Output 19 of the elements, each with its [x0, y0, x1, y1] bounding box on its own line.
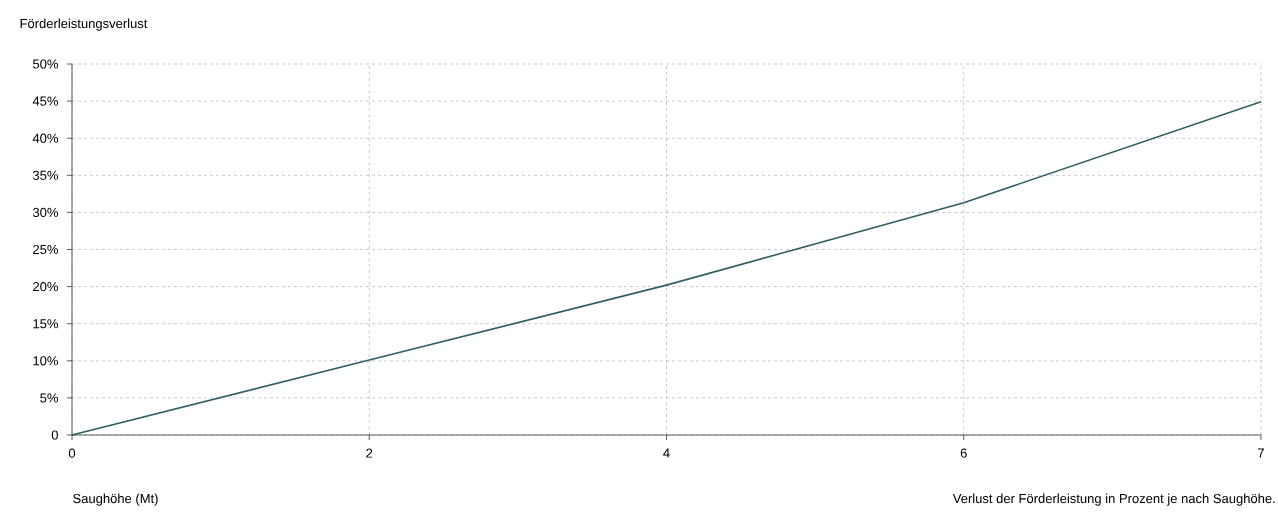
y-tick-label: 50% [32, 59, 59, 69]
x-tick-label: 6 [960, 448, 967, 458]
x-tick-label: 4 [663, 448, 670, 458]
x-tick-label: 0 [68, 448, 76, 458]
x-tick-label: 7 [1258, 448, 1264, 458]
text: Verlust der Förderleistung in Prozent je nach Saughöhe. [952, 493, 1275, 506]
y-tick-label: 25% [33, 244, 59, 255]
y-tick-label: 45% [32, 96, 59, 106]
y-tick-label: 10% [33, 356, 59, 366]
y-tick-label: 30% [32, 207, 59, 217]
y-tick-label: 0 [51, 430, 58, 440]
y-tick-label: 40% [32, 133, 59, 143]
y-tick-label: 20% [33, 282, 59, 292]
x-axis-title: Saughöhe (Mt) [73, 493, 158, 506]
x-tick-label: 2 [366, 448, 373, 458]
y-tick-label: 15% [33, 319, 59, 329]
y-axis-title: Förderleistungsverlust [20, 18, 148, 31]
y-tick-label: 35% [32, 170, 59, 180]
y-tick-label: 5% [40, 393, 59, 403]
